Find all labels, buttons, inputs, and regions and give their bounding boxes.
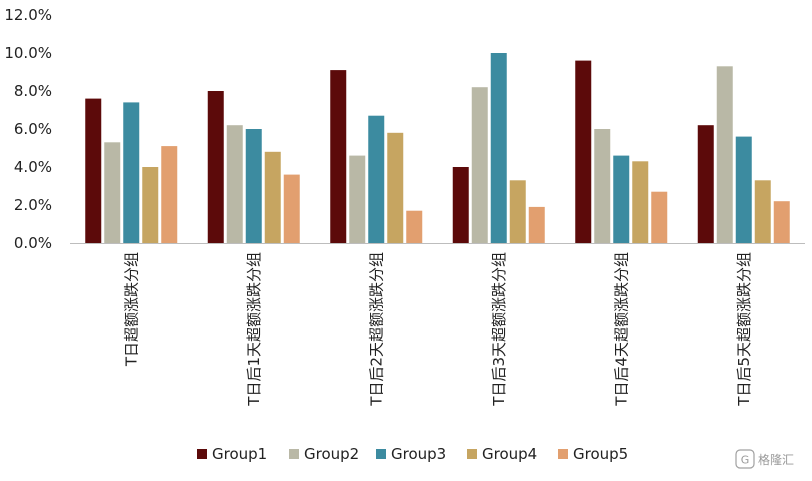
legend-swatch-group1 [197,449,207,459]
bar-group4-cat3 [387,132,404,243]
bar-group3-cat6 [735,136,752,243]
x-category-label: T日后1天超额涨跌分组 [245,252,263,407]
x-category-label: T日超额涨跌分组 [122,252,140,367]
bar-group2-cat1 [104,142,121,243]
bar-group4-cat4 [509,180,526,243]
x-category-label: T日后4天超额涨跌分组 [612,252,630,407]
bar-group2-cat5 [594,129,611,243]
bar-group5-cat5 [651,191,668,243]
bar-group3-cat2 [245,129,262,243]
bar-group3-cat4 [490,53,507,243]
bar-group1-cat4 [452,167,469,243]
bar-group5-cat2 [283,174,300,243]
bar-group2-cat3 [349,155,366,243]
bar-group5-cat6 [773,201,790,243]
bar-group1-cat5 [575,60,592,243]
bar-group1-cat1 [85,98,102,243]
bar-group4-cat5 [632,161,649,243]
watermark-text: 格隆汇 [758,452,794,467]
legend-label-group3: Group3 [391,445,446,463]
bar-group2-cat6 [716,66,733,243]
legend-label-group1: Group1 [212,445,267,463]
bars-layer [85,53,790,244]
bar-group2-cat4 [471,87,488,243]
legend-swatch-group2 [289,449,299,459]
watermark: G 格隆汇 [735,449,794,469]
x-axis-categories: T日超额涨跌分组 T日后1天超额涨跌分组 T日后2天超额涨跌分组 T日后3天超额涨跌分… [122,252,753,407]
bar-group5-cat3 [406,210,423,243]
bar-group2-cat2 [226,125,243,243]
bar-group1-cat3 [330,70,347,243]
bar-group4-cat6 [754,180,771,243]
x-category-label: T日后3天超额涨跌分组 [490,252,508,407]
y-tick-label: 6.0% [14,120,52,138]
legend-swatch-group4 [467,449,477,459]
legend-label-group4: Group4 [482,445,537,463]
bar-group5-cat4 [528,206,545,243]
legend-swatch-group5 [558,449,568,459]
y-tick-label: 12.0% [4,6,52,24]
bar-group3-cat1 [123,102,140,244]
bar-group4-cat1 [142,167,159,243]
bar-group5-cat1 [161,146,178,243]
y-tick-label: 4.0% [14,158,52,176]
legend-label-group5: Group5 [573,445,628,463]
y-tick-label: 8.0% [14,82,52,100]
glh-logo-icon [735,449,755,469]
x-category-label: T日后5天超额涨跌分组 [735,252,753,407]
bar-group3-cat3 [368,115,385,243]
y-tick-label: 2.0% [14,196,52,214]
bar-group1-cat2 [207,91,224,243]
legend: Group1 Group2 Group3 Group4 Group5 [197,445,628,463]
legend-label-group2: Group2 [304,445,359,463]
y-tick-label: 0.0% [14,234,52,252]
bar-group4-cat2 [264,151,281,243]
y-tick-label: 10.0% [4,44,52,62]
legend-swatch-group3 [376,449,386,459]
bar-group3-cat5 [613,155,630,243]
y-axis: 0.0% 2.0% 4.0% 6.0% 8.0% 10.0% 12.0% [4,6,52,252]
bar-group1-cat6 [697,125,714,243]
x-category-label: T日后2天超额涨跌分组 [367,252,385,407]
glh-logo-glyph: G [741,454,750,467]
